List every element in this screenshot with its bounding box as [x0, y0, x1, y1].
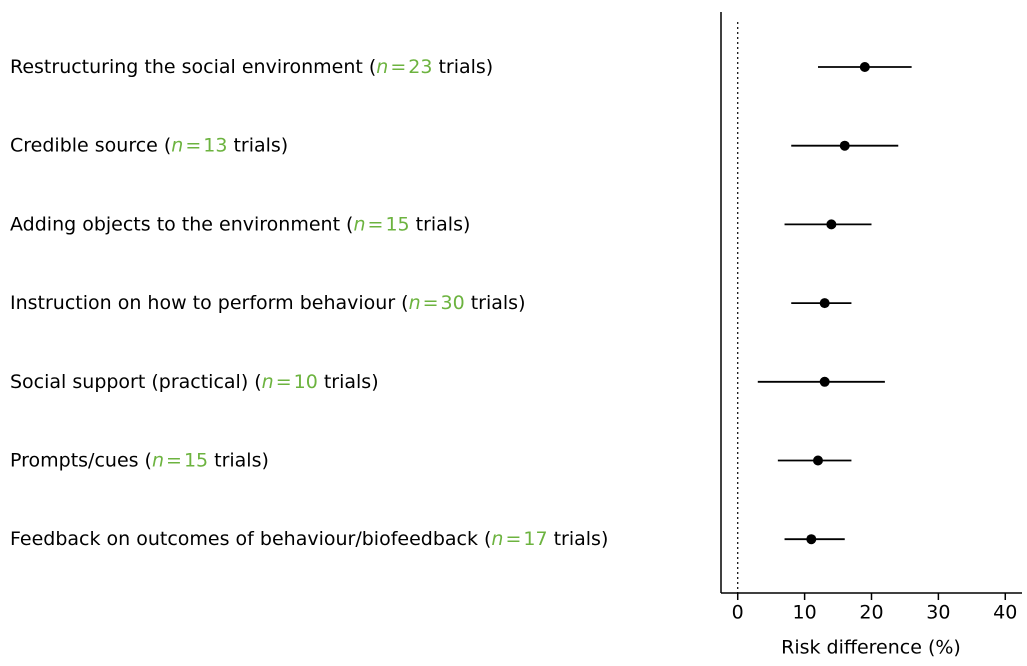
n-equals: = — [185, 134, 201, 156]
category: Instruction on how to perform behaviour — [10, 292, 395, 314]
n-close: trials) — [214, 449, 269, 471]
x-tick-label: 0 — [732, 602, 744, 624]
n-equals: = — [390, 56, 406, 78]
category: Adding objects to the environment — [10, 213, 340, 235]
row-label: Social support (practical) (n = 10 trials) — [10, 370, 379, 392]
n-open: ( — [164, 134, 171, 156]
point — [812, 455, 823, 466]
row-label: Instruction on how to perform behaviour (… — [10, 292, 526, 314]
n-close: trials) — [233, 134, 288, 156]
n-symbol: n — [491, 528, 503, 550]
point — [819, 298, 830, 309]
n-value: 15 — [184, 449, 208, 471]
n-value: 17 — [523, 528, 547, 550]
n-open: ( — [401, 292, 408, 314]
category: Credible source — [10, 134, 158, 156]
n-close: trials) — [438, 56, 493, 78]
n-value: 10 — [294, 370, 318, 392]
n-symbol: n — [409, 292, 421, 314]
n-value: 15 — [385, 213, 409, 235]
n-open: ( — [254, 370, 261, 392]
n-equals: = — [423, 292, 439, 314]
row-label: Adding objects to the environment (n = 15 tr… — [10, 213, 470, 235]
row-label: Credible source (n = 13 trials) — [10, 134, 288, 156]
n-open: ( — [346, 213, 353, 235]
n-symbol: n — [171, 134, 183, 156]
category: Prompts/cues — [10, 449, 139, 471]
category: Feedback on outcomes of behaviour/biofee… — [10, 528, 478, 550]
row-label: Feedback on outcomes of behaviour/biofee… — [10, 528, 608, 550]
n-symbol: n — [152, 449, 164, 471]
n-open: ( — [145, 449, 152, 471]
point — [839, 140, 850, 151]
point — [819, 376, 830, 387]
x-tick-label: 20 — [859, 602, 883, 624]
n-open: ( — [369, 56, 376, 78]
category: Social support (practical) — [10, 370, 248, 392]
point — [826, 219, 837, 230]
point — [806, 534, 817, 545]
n-close: trials) — [554, 528, 609, 550]
x-tick-label: 40 — [993, 602, 1017, 624]
n-close: trials) — [416, 213, 471, 235]
n-equals: = — [505, 528, 521, 550]
n-symbol: n — [353, 213, 365, 235]
row-label: Restructuring the social environment (n = 2… — [10, 56, 493, 78]
row-label: Prompts/cues (n = 15 trials) — [10, 449, 269, 471]
n-equals: = — [166, 449, 182, 471]
x-tick-label: 30 — [926, 602, 950, 624]
n-open: ( — [484, 528, 491, 550]
n-symbol: n — [376, 56, 388, 78]
n-symbol: n — [262, 370, 274, 392]
n-value: 13 — [203, 134, 227, 156]
n-value: 30 — [441, 292, 465, 314]
n-equals: = — [368, 213, 384, 235]
category: Restructuring the social environment — [10, 56, 363, 78]
n-close: trials) — [324, 370, 379, 392]
x-tick-label: 10 — [793, 602, 817, 624]
x-axis-label: Risk difference (%) — [781, 637, 961, 659]
n-equals: = — [276, 370, 292, 392]
point — [859, 62, 870, 72]
n-close: trials) — [471, 292, 526, 314]
n-value: 23 — [408, 56, 432, 78]
